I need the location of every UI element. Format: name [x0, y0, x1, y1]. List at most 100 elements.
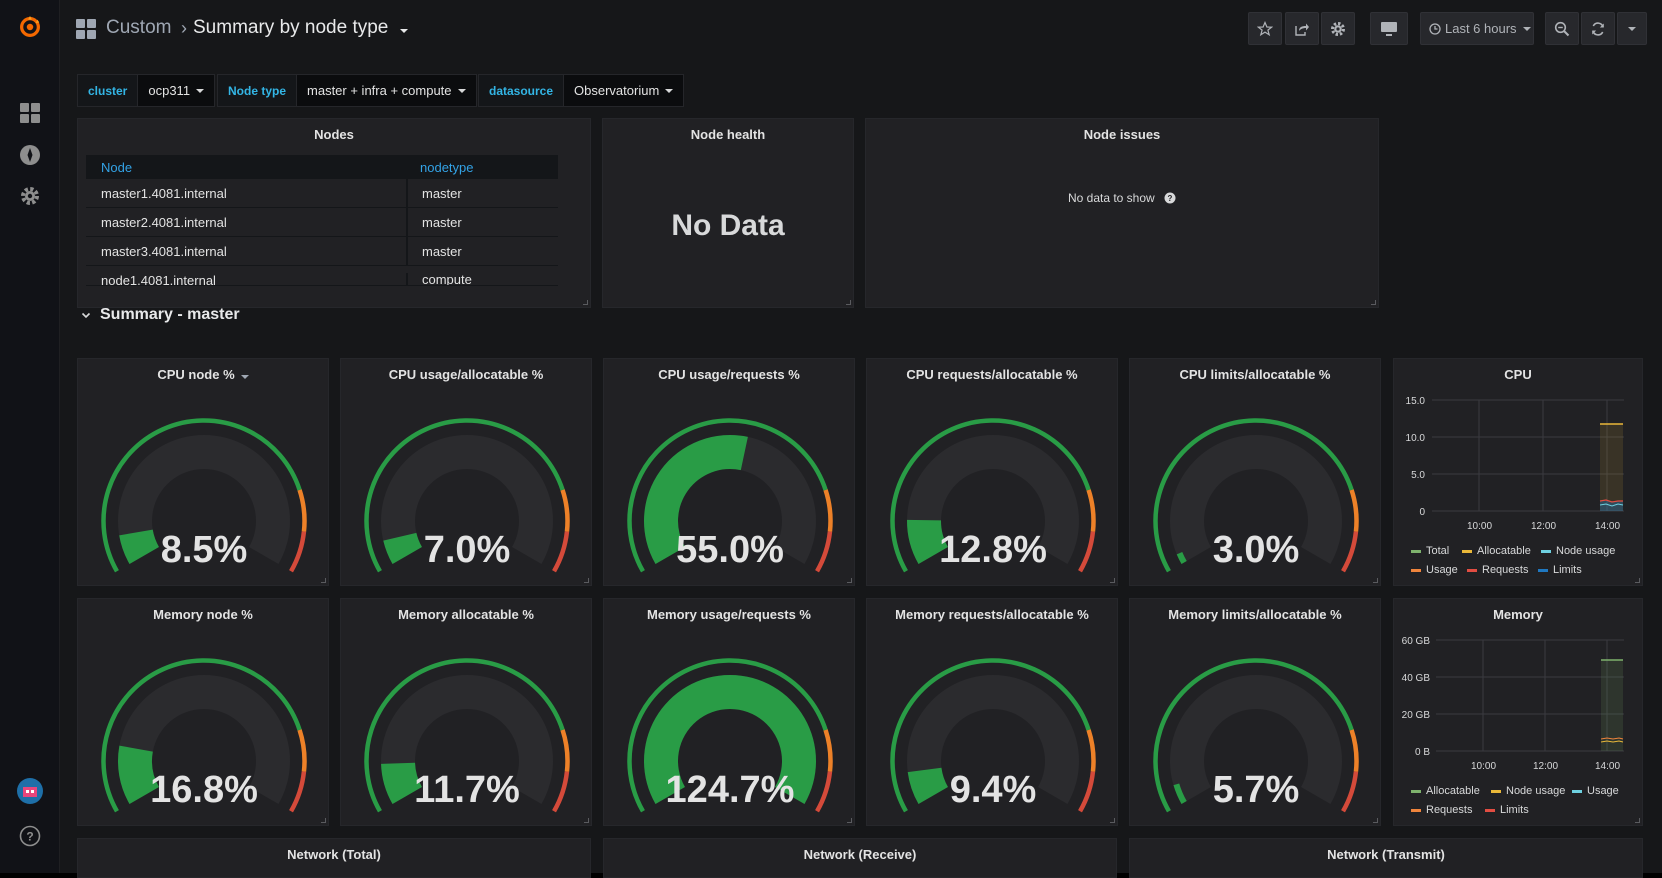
row-summary-master[interactable]: Summary - master	[80, 306, 240, 324]
panel-resize-handle[interactable]	[846, 300, 851, 305]
variable-cluster: cluster ocp311	[77, 74, 216, 107]
dashboard-title[interactable]: Summary by node type	[193, 17, 408, 39]
gauge-panel: CPU limits/allocatable % 3.0%	[1129, 358, 1381, 586]
help-icon[interactable]: ?	[17, 823, 43, 849]
gauge-svg: 11.7%	[364, 658, 570, 813]
gauge-threshold-arc	[815, 531, 833, 573]
gauge-panel: CPU usage/requests % 55.0%	[603, 358, 855, 586]
network-transmit-title[interactable]: Network (Transmit)	[1327, 847, 1445, 862]
variable-datasource: datasource Observatorium	[478, 74, 685, 107]
gauge-value-arc	[644, 675, 816, 804]
panel-resize-handle[interactable]	[321, 578, 326, 583]
share-button[interactable]	[1285, 12, 1319, 45]
panel-resize-handle[interactable]	[1371, 300, 1376, 305]
x-tick-label: 14:00	[1595, 761, 1621, 772]
gauge-value-text: 16.8%	[150, 769, 258, 811]
legend-item[interactable]: Node usage	[1541, 545, 1615, 557]
time-picker-button[interactable]: Last 6 hours	[1420, 12, 1534, 45]
user-avatar[interactable]	[17, 778, 43, 804]
legend-swatch	[1538, 568, 1548, 572]
nodes-panel-title[interactable]: Nodes	[314, 127, 354, 142]
time-caret-icon	[1522, 26, 1531, 31]
cpu-graph-title[interactable]: CPU	[1504, 367, 1532, 382]
panel-resize-handle[interactable]	[584, 578, 589, 583]
network-receive-title[interactable]: Network (Receive)	[803, 847, 917, 862]
panel-resize-handle[interactable]	[1635, 578, 1640, 583]
grafana-logo-icon[interactable]	[17, 14, 43, 40]
gauge-title[interactable]: Memory usage/requests %	[646, 607, 811, 622]
star-button[interactable]	[1248, 12, 1282, 45]
column-header-node[interactable]: Node	[101, 159, 133, 175]
panel-resize-handle[interactable]	[583, 300, 588, 305]
gauge-title[interactable]: CPU limits/allocatable %	[1179, 367, 1331, 382]
legend-item[interactable]: Usage	[1411, 564, 1458, 576]
gauge-threshold-arc	[1078, 531, 1096, 573]
gauge-threshold-arc	[1341, 531, 1359, 573]
legend-item[interactable]: Allocatable	[1411, 785, 1480, 797]
grid-lines	[1432, 399, 1624, 512]
gauge-title[interactable]: Memory requests/allocatable %	[895, 607, 1089, 622]
variable-node-type-value: master + infra + compute	[307, 83, 452, 98]
panel-resize-handle[interactable]	[847, 818, 852, 823]
panel-resize-handle[interactable]	[584, 818, 589, 823]
gauge-svg: 3.0%	[1153, 418, 1359, 573]
y-tick-label: 20 GB	[1402, 710, 1431, 721]
dashboards-icon[interactable]	[17, 100, 43, 126]
gauge-title[interactable]: Memory limits/allocatable %	[1168, 607, 1342, 622]
y-tick-label: 0 B	[1415, 747, 1430, 758]
gauge-value-text: 3.0%	[1213, 529, 1300, 571]
node-issues-title[interactable]: Node issues	[1083, 127, 1161, 142]
node-health-title[interactable]: Node health	[690, 127, 766, 142]
tv-mode-button[interactable]	[1370, 12, 1408, 45]
variable-cluster-dropdown[interactable]: ocp311	[138, 74, 216, 107]
legend-item[interactable]: Limits	[1485, 804, 1529, 816]
panel-menu-caret-icon[interactable]	[240, 375, 249, 379]
legend-item[interactable]: Limits	[1538, 564, 1582, 576]
node-type-caret-icon	[457, 88, 466, 93]
gauge-title[interactable]: Memory allocatable %	[398, 607, 534, 622]
panel-resize-handle[interactable]	[1110, 578, 1115, 583]
dashboard-settings-button[interactable]	[1321, 12, 1355, 45]
explore-compass-icon[interactable]	[17, 142, 43, 168]
panel-resize-handle[interactable]	[321, 818, 326, 823]
refresh-interval-dropdown[interactable]	[1617, 12, 1647, 45]
legend-swatch	[1572, 789, 1582, 793]
legend-item[interactable]: Total	[1411, 545, 1449, 557]
gauge-title[interactable]: CPU requests/allocatable %	[906, 367, 1078, 382]
star-icon	[1257, 20, 1273, 36]
legend-swatch	[1485, 808, 1495, 812]
refresh-icon	[1592, 21, 1604, 36]
legend-label: Allocatable	[1477, 545, 1531, 557]
gauge-title[interactable]: Memory node %	[153, 607, 253, 622]
question-circle-icon[interactable]: ?	[1164, 192, 1176, 204]
panel-resize-handle[interactable]	[1635, 818, 1640, 823]
panel-resize-handle[interactable]	[1373, 818, 1378, 823]
legend-item[interactable]: Requests	[1411, 804, 1472, 816]
x-tick-label: 14:00	[1595, 521, 1621, 532]
column-header-nodetype[interactable]: nodetype	[420, 159, 474, 175]
gauge-title[interactable]: CPU usage/allocatable %	[388, 367, 544, 382]
legend-item[interactable]: Requests	[1467, 564, 1528, 576]
gauge-threshold-arc	[890, 418, 1091, 573]
zoom-out-button[interactable]	[1545, 12, 1579, 45]
zoom-out-icon	[1554, 21, 1570, 36]
panel-resize-handle[interactable]	[1110, 818, 1115, 823]
legend-item[interactable]: Usage	[1572, 785, 1619, 797]
memory-graph-title[interactable]: Memory	[1493, 607, 1543, 622]
variable-node-type-dropdown[interactable]: master + infra + compute	[297, 74, 477, 107]
refresh-button[interactable]	[1581, 12, 1615, 45]
legend-item[interactable]: Node usage	[1491, 785, 1565, 797]
panel-resize-handle[interactable]	[1373, 578, 1378, 583]
table-cell-node: master2.4081.internal	[101, 214, 227, 230]
gauge-title[interactable]: CPU node %	[78, 367, 328, 382]
variable-datasource-dropdown[interactable]: Observatorium	[564, 74, 685, 107]
legend-item[interactable]: Allocatable	[1462, 545, 1531, 557]
network-total-title[interactable]: Network (Total)	[287, 847, 381, 862]
settings-gear-icon[interactable]	[17, 183, 43, 209]
gauge-value-arc	[381, 762, 422, 804]
panel-resize-handle[interactable]	[847, 578, 852, 583]
gauge-track-arc	[907, 675, 1079, 804]
table-row: master3.4081.internal master	[86, 237, 558, 266]
breadcrumb-folder[interactable]: Custom	[106, 17, 172, 38]
gauge-title[interactable]: CPU usage/requests %	[658, 367, 800, 382]
